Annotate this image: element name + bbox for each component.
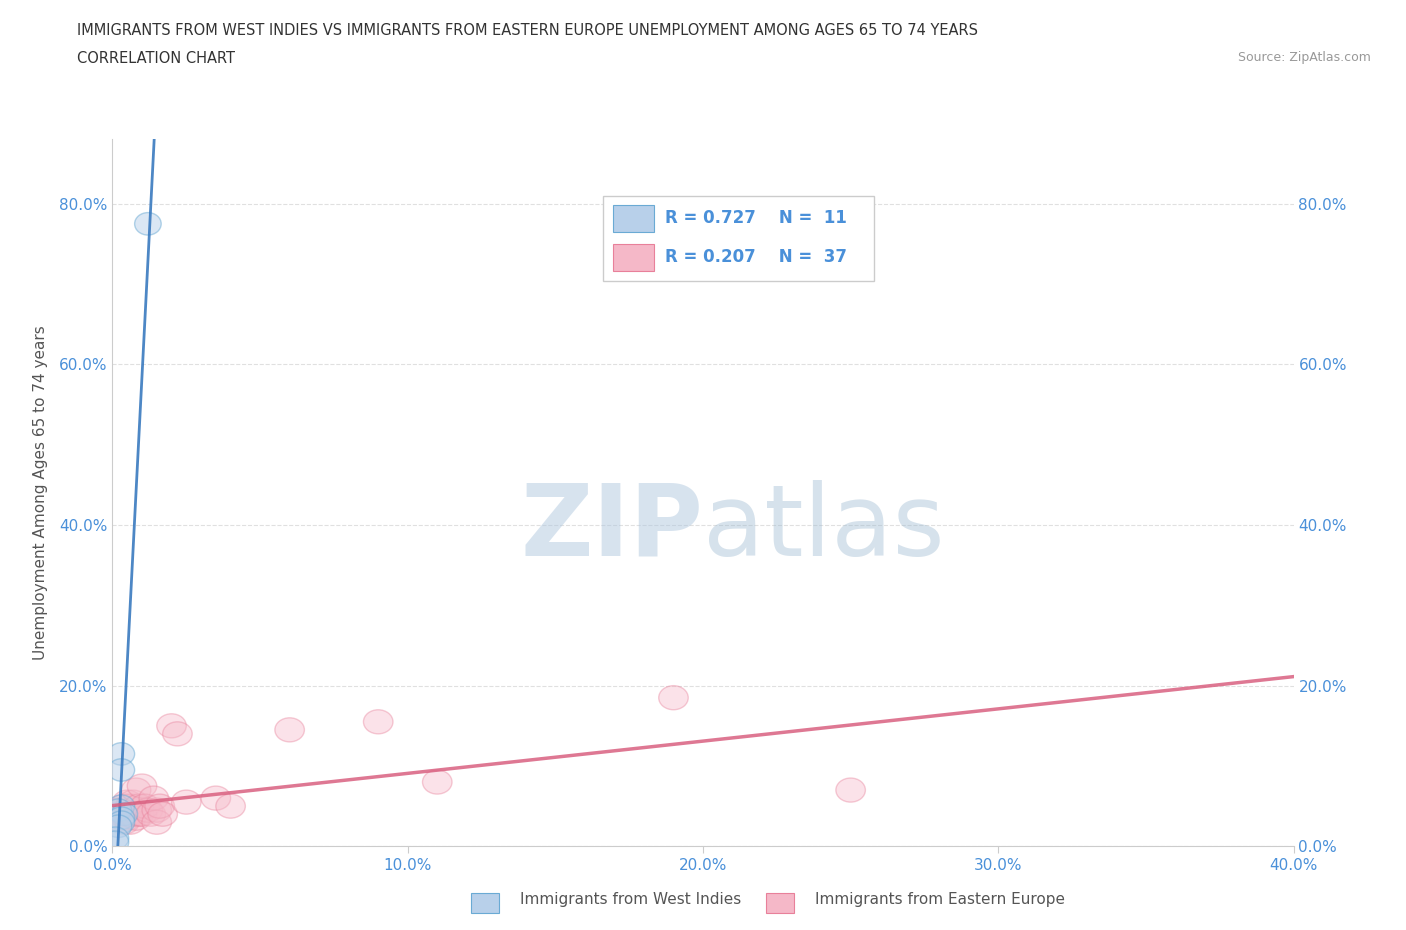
Ellipse shape — [121, 806, 150, 830]
Text: atlas: atlas — [703, 480, 945, 577]
Ellipse shape — [835, 778, 866, 802]
Bar — [766, 893, 794, 913]
Text: CORRELATION CHART: CORRELATION CHART — [77, 51, 235, 66]
Ellipse shape — [107, 802, 136, 826]
Ellipse shape — [139, 786, 169, 810]
Ellipse shape — [111, 803, 138, 826]
Ellipse shape — [131, 794, 160, 818]
Ellipse shape — [276, 718, 304, 742]
Ellipse shape — [172, 790, 201, 814]
Text: R = 0.727    N =  11: R = 0.727 N = 11 — [665, 209, 846, 227]
Ellipse shape — [148, 802, 177, 826]
Ellipse shape — [103, 831, 129, 854]
Ellipse shape — [108, 811, 135, 833]
Ellipse shape — [142, 810, 172, 834]
Text: ZIP: ZIP — [520, 480, 703, 577]
Text: Immigrants from West Indies: Immigrants from West Indies — [520, 892, 741, 907]
Ellipse shape — [105, 815, 132, 838]
Bar — [471, 893, 499, 913]
Ellipse shape — [127, 774, 157, 798]
FancyBboxPatch shape — [613, 244, 654, 271]
Ellipse shape — [108, 795, 135, 817]
Ellipse shape — [423, 770, 453, 794]
Ellipse shape — [201, 786, 231, 810]
Text: R = 0.207    N =  37: R = 0.207 N = 37 — [665, 248, 846, 266]
Ellipse shape — [134, 798, 163, 822]
Ellipse shape — [103, 827, 129, 849]
Text: IMMIGRANTS FROM WEST INDIES VS IMMIGRANTS FROM EASTERN EUROPE UNEMPLOYMENT AMONG: IMMIGRANTS FROM WEST INDIES VS IMMIGRANT… — [77, 23, 979, 38]
Ellipse shape — [112, 806, 142, 830]
Ellipse shape — [658, 685, 689, 710]
FancyBboxPatch shape — [613, 205, 654, 232]
Ellipse shape — [121, 778, 150, 802]
Ellipse shape — [135, 213, 162, 235]
Ellipse shape — [127, 802, 157, 826]
Ellipse shape — [112, 790, 142, 814]
Ellipse shape — [108, 743, 135, 765]
Ellipse shape — [107, 806, 136, 830]
Ellipse shape — [115, 802, 145, 826]
Ellipse shape — [142, 798, 172, 822]
Y-axis label: Unemployment Among Ages 65 to 74 years: Unemployment Among Ages 65 to 74 years — [32, 326, 48, 660]
Ellipse shape — [118, 790, 148, 814]
Ellipse shape — [110, 810, 139, 834]
Ellipse shape — [363, 710, 392, 734]
Ellipse shape — [115, 810, 145, 834]
Ellipse shape — [157, 714, 186, 737]
Ellipse shape — [118, 802, 148, 826]
Ellipse shape — [124, 794, 153, 818]
Ellipse shape — [104, 798, 134, 822]
Text: Immigrants from Eastern Europe: Immigrants from Eastern Europe — [815, 892, 1066, 907]
Ellipse shape — [115, 794, 145, 818]
Ellipse shape — [124, 802, 153, 826]
Ellipse shape — [105, 799, 132, 821]
Ellipse shape — [163, 722, 193, 746]
Ellipse shape — [136, 802, 166, 826]
Ellipse shape — [217, 794, 246, 818]
Ellipse shape — [112, 802, 142, 826]
Ellipse shape — [108, 759, 135, 781]
Ellipse shape — [110, 794, 139, 818]
Ellipse shape — [108, 807, 135, 830]
Text: Source: ZipAtlas.com: Source: ZipAtlas.com — [1237, 51, 1371, 64]
Ellipse shape — [145, 794, 174, 818]
FancyBboxPatch shape — [603, 196, 875, 281]
